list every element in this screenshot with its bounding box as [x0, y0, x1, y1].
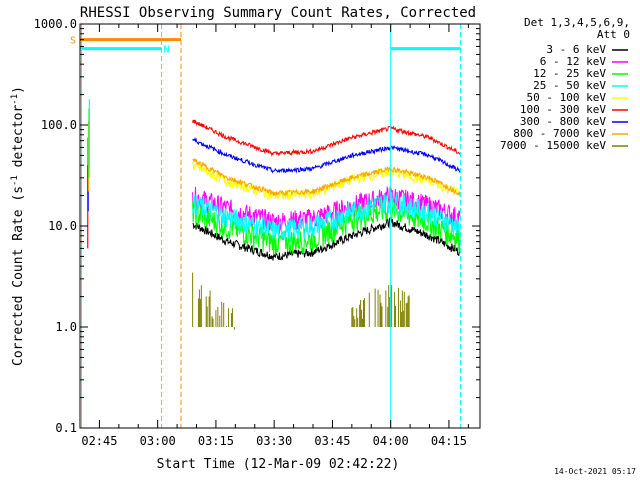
- series-line-50-100-kev: [192, 161, 461, 201]
- legend-label: 100 - 300 keV: [520, 103, 606, 116]
- series-line-300-800-kev: [192, 136, 461, 174]
- legend-label: 6 - 12 keV: [540, 55, 607, 68]
- series-line-100-300-kev: [192, 119, 461, 157]
- series-7000-15000kev-hits: [192, 272, 410, 330]
- x-axis-label: Start Time (12-Mar-09 02:42:22): [157, 457, 400, 472]
- legend-label: 7000 - 15000 keV: [500, 139, 606, 152]
- legend-label: 50 - 100 keV: [527, 91, 607, 104]
- y-axis-label-main: Corrected Count Rate (s: [11, 186, 26, 366]
- legend-label: 3 - 6 keV: [546, 43, 606, 56]
- series-line-12-25-kev: [192, 199, 461, 256]
- legend-label: 300 - 800 keV: [520, 115, 606, 128]
- x-tick-label: 03:30: [256, 434, 292, 448]
- early-spikes: [87, 99, 90, 249]
- timestamp: 14-Oct-2021 05:17: [554, 467, 636, 476]
- y-axis-label: Corrected Count Rate (s-1 detector-1): [10, 86, 26, 366]
- y-tick-label: 10.0: [48, 219, 77, 233]
- x-axis-ticks: 02:45 03:00 03:15 03:30 03:45 04:00 04:15: [79, 24, 469, 448]
- x-tick-label: 04:15: [431, 434, 467, 448]
- legend-label: 800 - 7000 keV: [513, 127, 606, 140]
- series-line-3-6-kev: [192, 216, 461, 261]
- flags-layer: SN: [70, 36, 461, 56]
- y-tick-label: 1000.0: [34, 17, 77, 31]
- y-tick-label: 100.0: [41, 118, 77, 132]
- x-tick-label: 03:00: [140, 434, 176, 448]
- y-tick-label: 0.1: [55, 421, 77, 435]
- x-tick-label: 02:45: [81, 434, 117, 448]
- plot-area: SN: [70, 24, 462, 428]
- y-axis-ticks: 0.1 1.0 10.0 100.0 1000.0: [34, 17, 480, 435]
- y-axis-label-sup2: -1: [10, 94, 20, 105]
- legend-label: 25 - 50 keV: [533, 79, 606, 92]
- x-tick-label: 03:15: [198, 434, 234, 448]
- x-tick-label: 03:45: [314, 434, 350, 448]
- legend-label: 12 - 25 keV: [533, 67, 606, 80]
- y-axis-label-mid: detector: [11, 105, 26, 176]
- legend-header-line-1: Det 1,3,4,5,6,9,: [524, 16, 630, 29]
- x-tick-label: 04:00: [373, 434, 409, 448]
- chart-title: RHESSI Observing Summary Count Rates, Co…: [80, 5, 476, 21]
- flag-label: N: [164, 45, 170, 56]
- legend-header-line-2: Att 0: [597, 28, 630, 41]
- y-axis-label-sup1: -1: [10, 175, 20, 186]
- series-line-800-7000-kev: [192, 157, 461, 197]
- y-axis-label-end: ): [11, 86, 26, 94]
- series-line-25-50-kev: [192, 191, 461, 242]
- y-tick-label: 1.0: [55, 320, 77, 334]
- series-layer: [87, 99, 461, 330]
- flag-label: S: [70, 36, 76, 47]
